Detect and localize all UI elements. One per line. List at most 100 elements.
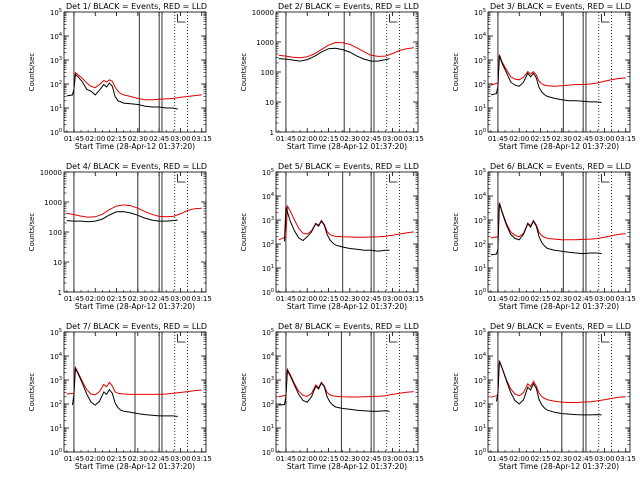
panel-det-4: Det 4/ BLACK = Events, RED = LLD 1 10 100 10… [28, 162, 212, 311]
y-tick-label: 101 [474, 104, 486, 113]
x-axis-label: Start Time (28-Apr-12 01:37:20) [499, 142, 619, 151]
x-tick-label: 02:30 [128, 295, 148, 303]
x-tick-label: 02:00 [509, 295, 529, 303]
x-tick-label: 02:30 [340, 455, 360, 463]
y-tick-exponent: 0 [271, 288, 274, 294]
y-tick-label: 103 [50, 56, 62, 65]
x-tick-label: 03:15 [616, 135, 636, 143]
y-tick-exponent: 4 [59, 32, 62, 38]
y-tick-exponent: 1 [271, 264, 274, 270]
x-axis-label: Start Time (28-Apr-12 01:37:20) [75, 302, 195, 311]
y-tick-exponent: 4 [59, 352, 62, 358]
x-tick-label: 01:45 [276, 455, 296, 463]
series-line-lld [490, 54, 626, 87]
y-axis-label: Counts/sec [452, 53, 460, 92]
y-axis-label: Counts/sec [452, 373, 460, 412]
x-axis-label: Start Time (28-Apr-12 01:37:20) [287, 462, 407, 471]
y-tick-exponent: 4 [271, 192, 274, 198]
panel-frame [487, 331, 631, 453]
panel-det-6: Det 6/ BLACK = Events, RED = LLD10010110… [452, 162, 636, 311]
panel-title: Det 6/ BLACK = Events, RED = LLD [490, 162, 631, 171]
x-tick-label: 02:15 [318, 455, 338, 463]
x-tick-label: 03:15 [192, 135, 212, 143]
panel-det-9: Det 9/ BLACK = Events, RED = LLD10010110… [452, 322, 636, 471]
panel-title: Det 1/ BLACK = Events, RED = LLD [66, 2, 207, 11]
y-tick-exponent: 0 [483, 288, 486, 294]
y-tick-label: 102 [474, 80, 486, 89]
y-axis-label: Counts/sec [28, 53, 36, 92]
y-tick-label: 10 [53, 259, 62, 267]
x-tick-label: 03:00 [594, 455, 614, 463]
y-tick-exponent: 5 [483, 8, 486, 14]
x-tick-label: 01:45 [64, 135, 84, 143]
y-tick-exponent: 4 [483, 192, 486, 198]
x-tick-label: 02:15 [530, 455, 550, 463]
corner-marker [389, 174, 398, 183]
x-tick-label: 02:15 [318, 135, 338, 143]
panel-title: Det 7/ BLACK = Events, RED = LLD [66, 322, 207, 331]
x-tick-label: 01:45 [488, 135, 508, 143]
panel-title: Det 5/ BLACK = Events, RED = LLD [278, 162, 419, 171]
y-tick-label: 104 [474, 192, 486, 201]
x-tick-label: 01:45 [488, 295, 508, 303]
y-tick-exponent: 3 [59, 56, 62, 62]
y-tick-label: 104 [262, 192, 274, 201]
corner-marker [601, 334, 610, 343]
y-axis-label: Counts/sec [28, 213, 36, 252]
y-tick-label: 10000 [252, 9, 274, 17]
panel-title: Det 2/ BLACK = Events, RED = LLD [278, 2, 419, 11]
y-tick-exponent: 2 [483, 240, 486, 246]
x-tick-label: 02:30 [340, 295, 360, 303]
series-line-events [72, 366, 178, 417]
x-axis-label: Start Time (28-Apr-12 01:37:20) [499, 462, 619, 471]
x-tick-label: 02:30 [552, 295, 572, 303]
x-tick-label: 03:00 [594, 295, 614, 303]
x-tick-label: 03:15 [616, 455, 636, 463]
y-tick-label: 105 [262, 168, 274, 177]
y-tick-label: 102 [474, 400, 486, 409]
y-tick-label: 102 [474, 240, 486, 249]
x-tick-label: 02:45 [149, 135, 169, 143]
y-tick-exponent: 4 [271, 352, 274, 358]
y-tick-label: 1 [270, 129, 274, 137]
y-tick-exponent: 1 [483, 424, 486, 430]
series-line-events [490, 55, 602, 103]
y-tick-label: 103 [474, 56, 486, 65]
y-axis-label: Counts/sec [28, 373, 36, 412]
y-tick-label: 105 [262, 328, 274, 337]
x-tick-label: 01:45 [64, 455, 84, 463]
y-tick-label: 101 [50, 104, 62, 113]
y-tick-exponent: 4 [483, 352, 486, 358]
x-tick-label: 02:15 [530, 135, 550, 143]
x-tick-label: 02:00 [85, 455, 105, 463]
y-tick-label: 102 [262, 240, 274, 249]
x-tick-label: 02:45 [149, 455, 169, 463]
x-tick-label: 02:00 [297, 455, 317, 463]
x-tick-label: 02:45 [361, 135, 381, 143]
panel-frame [275, 171, 419, 293]
series-line-events [490, 203, 602, 256]
y-tick-exponent: 3 [483, 216, 486, 222]
y-tick-label: 1 [58, 289, 62, 297]
series-line-events [278, 47, 390, 62]
x-tick-label: 02:00 [85, 295, 105, 303]
y-tick-exponent: 2 [271, 400, 274, 406]
y-tick-exponent: 2 [483, 80, 486, 86]
y-tick-exponent: 4 [483, 32, 486, 38]
y-tick-label: 1000 [44, 199, 62, 207]
x-tick-label: 02:45 [573, 455, 593, 463]
y-axis-label: Counts/sec [240, 213, 248, 252]
x-tick-label: 03:00 [170, 455, 190, 463]
y-tick-exponent: 5 [59, 328, 62, 334]
x-tick-label: 03:15 [192, 455, 212, 463]
x-tick-label: 02:45 [361, 295, 381, 303]
y-tick-exponent: 3 [271, 376, 274, 382]
y-tick-exponent: 1 [271, 424, 274, 430]
y-tick-label: 101 [262, 264, 274, 273]
x-tick-label: 02:00 [509, 135, 529, 143]
y-tick-label: 102 [262, 400, 274, 409]
y-tick-label: 101 [474, 424, 486, 433]
y-tick-label: 105 [474, 8, 486, 17]
panel-det-3: Det 3/ BLACK = Events, RED = LLD10010110… [452, 2, 636, 151]
